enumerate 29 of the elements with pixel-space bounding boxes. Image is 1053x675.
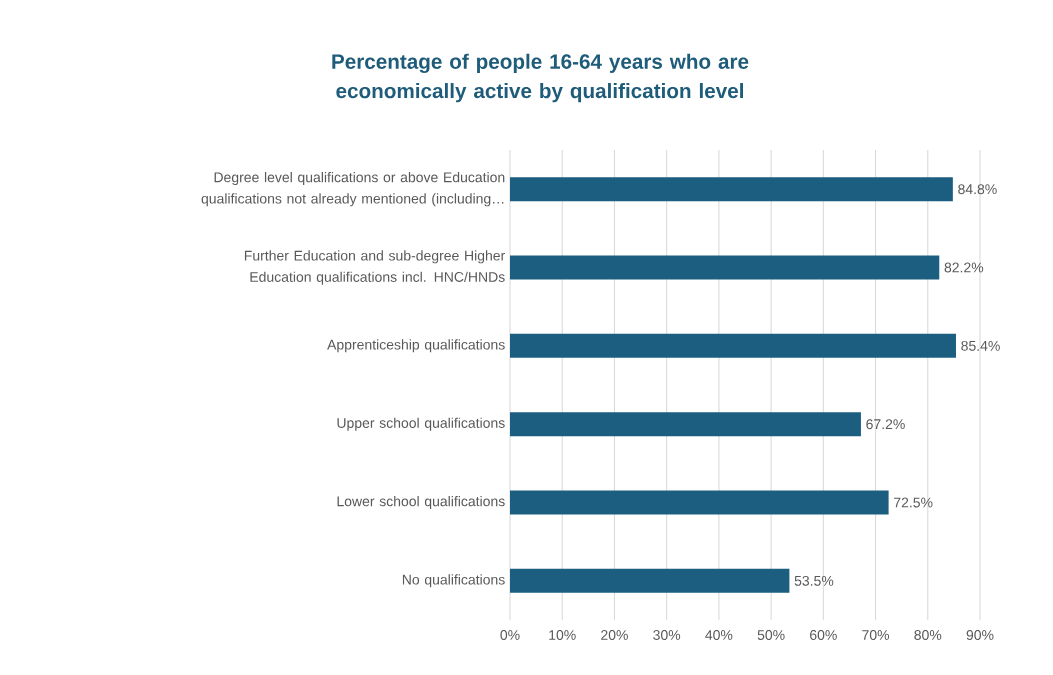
chart-title: Percentage of people 16-64 years who are economically active by qualification level (332, 53, 749, 103)
x-tick-label: 40% (705, 630, 733, 640)
bar (510, 255, 940, 280)
x-tick-label: 80% (914, 630, 942, 640)
x-tick-label: 20% (601, 630, 628, 640)
x-tick-label: 60% (810, 630, 837, 640)
x-tick-label: 30% (653, 630, 681, 640)
x-tick-label: 70% (862, 630, 890, 640)
y-tick-label: No qualifications (402, 574, 505, 588)
x-tick-label: 10% (549, 630, 576, 640)
data-label: 82.2% (944, 262, 984, 273)
y-tick-label: Degree level qualifications or above Education qualifications not already mentioned (including… (201, 171, 505, 207)
y-tick-label: Apprenticeship qualifications (327, 339, 505, 353)
data-label: 85.4% (961, 340, 1000, 351)
data-label: 53.5% (794, 575, 834, 586)
x-tick-label: 50% (757, 630, 785, 640)
y-tick-label: Upper school qualifications (337, 417, 505, 431)
y-tick-label: Further Education and sub-degree Higher Education qualifications incl. HNC/HNDs (244, 250, 506, 285)
data-label: 84.8% (958, 184, 997, 195)
bar (510, 490, 889, 515)
y-tick-label: Lower school qualifications (337, 495, 505, 510)
bar (510, 333, 956, 358)
bar (510, 177, 953, 202)
bar (510, 568, 790, 593)
x-tick-label: 90% (966, 630, 994, 640)
bar (510, 412, 861, 437)
data-label: 67.2% (866, 419, 905, 430)
data-label: 72.5% (894, 497, 933, 508)
x-tick-label: 0% (500, 630, 520, 640)
